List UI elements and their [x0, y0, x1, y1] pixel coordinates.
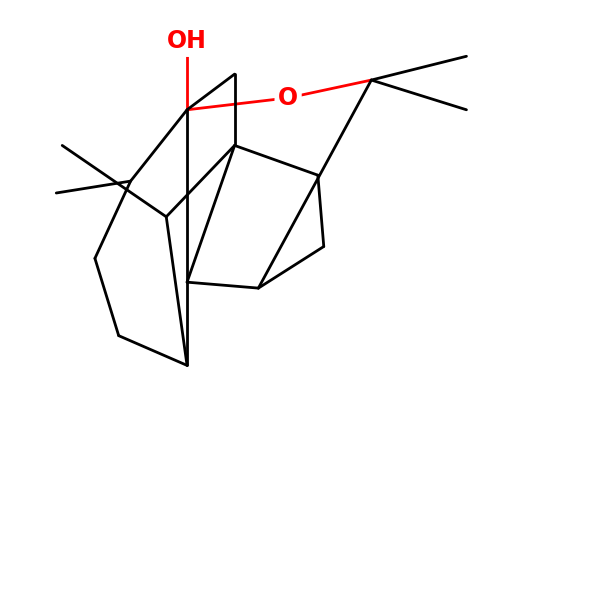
Text: O: O	[278, 86, 298, 110]
Text: OH: OH	[167, 29, 207, 53]
